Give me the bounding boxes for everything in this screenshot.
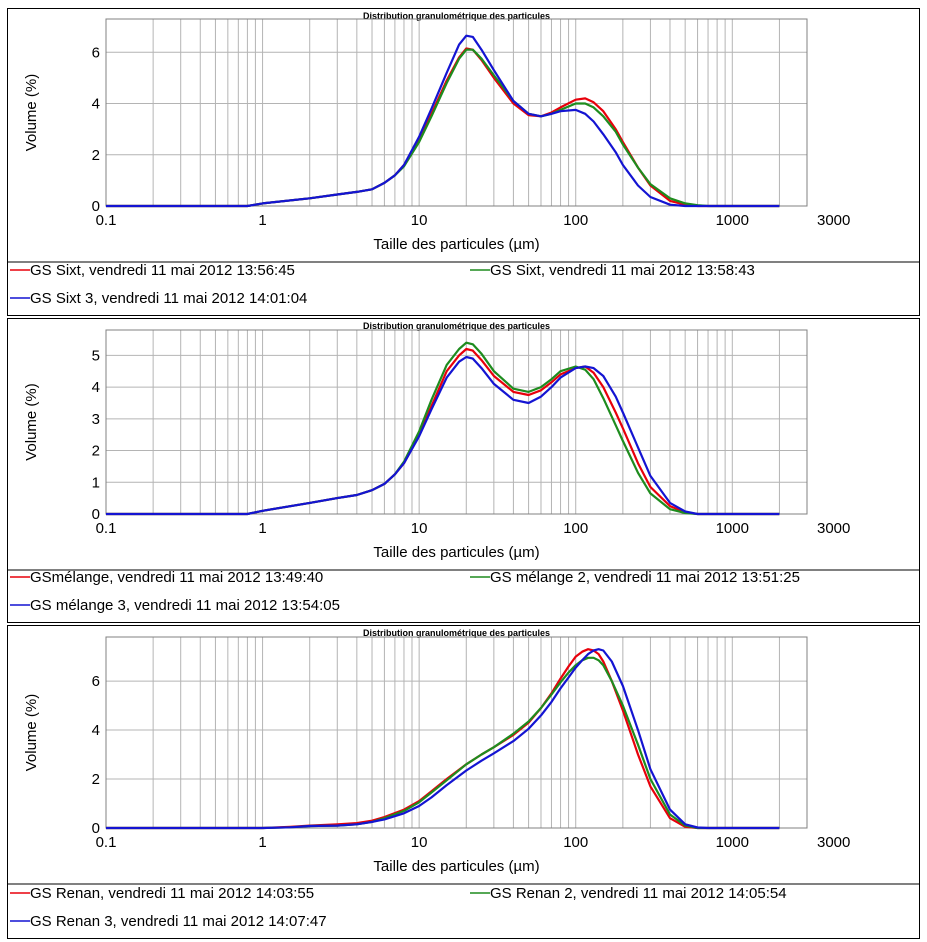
y-tick-label: 3	[92, 411, 100, 428]
y-tick-label: 4	[92, 722, 100, 739]
legend-label: GS Renan, vendredi 11 mai 2012 14:03:55	[30, 885, 314, 902]
x-tick-label: 0.1	[96, 212, 117, 229]
y-axis-title: Volume (%)	[23, 74, 40, 152]
y-tick-label: 6	[92, 44, 100, 61]
y-tick-label: 5	[92, 347, 100, 364]
x-tick-label: 1	[258, 520, 266, 537]
y-tick-label: 4	[92, 96, 100, 113]
chart-title: Distribution granulométrique des particu…	[363, 321, 550, 331]
x-tick-label: 1000	[716, 520, 749, 537]
x-tick-label: 1	[258, 212, 266, 229]
x-axis-title: Taille des particules (µm)	[373, 236, 539, 253]
plot-area	[105, 636, 808, 829]
y-tick-label: 1	[92, 474, 100, 491]
y-axis-title: Volume (%)	[23, 694, 40, 772]
y-tick-label: 0	[92, 198, 100, 215]
x-tick-label: 3000	[817, 834, 850, 851]
legend-label: GSmélange, vendredi 11 mai 2012 13:49:40	[30, 569, 323, 586]
y-axis-title: Volume (%)	[23, 383, 40, 461]
x-axis-title: Taille des particules (µm)	[373, 858, 539, 875]
legend-label: GS mélange 2, vendredi 11 mai 2012 13:51…	[490, 569, 800, 586]
legend-label: GS Sixt, vendredi 11 mai 2012 13:58:43	[490, 262, 755, 279]
series-line-3	[106, 355, 780, 516]
x-tick-label: 10	[411, 834, 428, 851]
series-line-1	[106, 648, 780, 830]
x-tick-label: 0.1	[96, 520, 117, 537]
x-tick-label: 1000	[716, 834, 749, 851]
legend-entry-1: GSmélange, vendredi 11 mai 2012 13:49:40	[10, 569, 323, 586]
plot-area	[105, 18, 808, 207]
y-tick-label: 0	[92, 820, 100, 837]
panel-frame	[7, 8, 920, 316]
plot-area	[105, 329, 808, 515]
x-tick-label: 10	[411, 520, 428, 537]
x-axis-title: Taille des particules (µm)	[373, 544, 539, 561]
x-tick-label: 100	[563, 520, 588, 537]
y-tick-label: 2	[92, 147, 100, 164]
legend-entry-3: GS mélange 3, vendredi 11 mai 2012 13:54…	[10, 597, 340, 614]
x-tick-label: 3000	[817, 212, 850, 229]
x-tick-label: 1	[258, 834, 266, 851]
x-tick-label: 1000	[716, 212, 749, 229]
legend-entry-2: GS mélange 2, vendredi 11 mai 2012 13:51…	[470, 569, 800, 586]
legend-label: GS Renan 3, vendredi 11 mai 2012 14:07:4…	[30, 913, 327, 930]
x-tick-label: 3000	[817, 520, 850, 537]
y-tick-label: 6	[92, 673, 100, 690]
y-tick-label: 0	[92, 506, 100, 523]
y-tick-label: 2	[92, 443, 100, 460]
legend-entry-1: GS Renan, vendredi 11 mai 2012 14:03:55	[10, 885, 314, 902]
series-line-3	[106, 648, 780, 830]
legend-entry-3: GS Sixt 3, vendredi 11 mai 2012 14:01:04	[10, 290, 307, 307]
legend-label: GS mélange 3, vendredi 11 mai 2012 13:54…	[30, 597, 340, 614]
x-tick-label: 100	[563, 834, 588, 851]
legend-label: GS Renan 2, vendredi 11 mai 2012 14:05:5…	[490, 885, 787, 902]
panel-frame	[7, 318, 920, 623]
panel-frame	[7, 625, 920, 939]
chart-title: Distribution granulométrique des particu…	[363, 628, 550, 638]
legend-entry-2: GS Renan 2, vendredi 11 mai 2012 14:05:5…	[470, 885, 787, 902]
legend-entry-1: GS Sixt, vendredi 11 mai 2012 13:56:45	[10, 262, 295, 279]
chart-panel-2: Distribution granulométrique des particu…	[7, 318, 920, 623]
legend-label: GS Sixt 3, vendredi 11 mai 2012 14:01:04	[30, 290, 307, 307]
x-tick-label: 10	[411, 212, 428, 229]
y-tick-label: 2	[92, 771, 100, 788]
chart-panel-3: Distribution granulométrique des particu…	[7, 625, 920, 939]
legend-label: GS Sixt, vendredi 11 mai 2012 13:56:45	[30, 262, 295, 279]
chart-panel-1: Distribution granulométrique des particu…	[7, 8, 920, 316]
legend-entry-3: GS Renan 3, vendredi 11 mai 2012 14:07:4…	[10, 913, 327, 930]
x-tick-label: 0.1	[96, 834, 117, 851]
x-tick-label: 100	[563, 212, 588, 229]
y-tick-label: 4	[92, 379, 100, 396]
legend-entry-2: GS Sixt, vendredi 11 mai 2012 13:58:43	[470, 262, 755, 279]
series-line-3	[106, 34, 780, 208]
chart-title: Distribution granulométrique des particu…	[363, 11, 550, 21]
